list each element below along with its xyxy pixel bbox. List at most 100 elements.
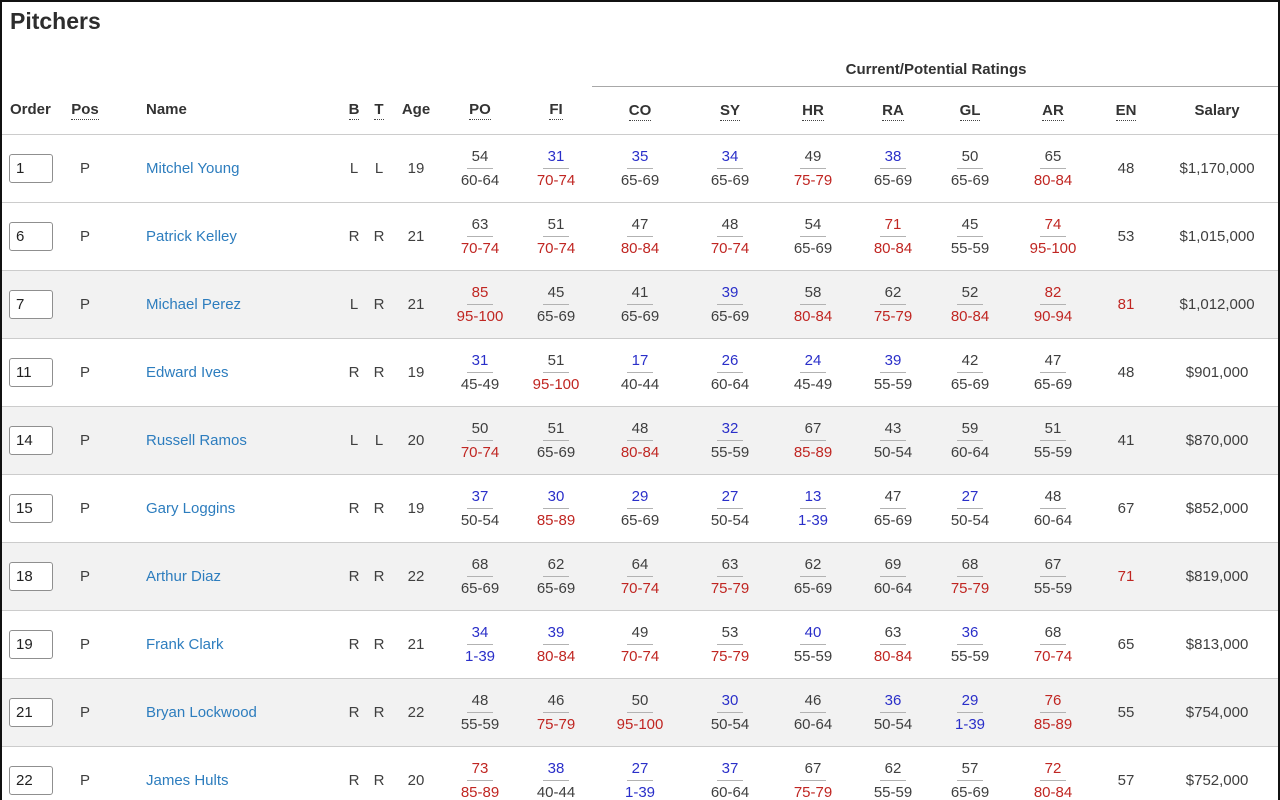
potential-rating: 50-54: [950, 511, 990, 529]
column-header-ar[interactable]: AR: [1008, 86, 1098, 134]
rating-cell-ar: 82 90-94: [1008, 270, 1098, 338]
current-rating: 69: [880, 555, 906, 577]
current-rating: 36: [880, 691, 906, 713]
bats-cell: L: [349, 295, 359, 313]
order-input[interactable]: [9, 493, 53, 523]
order-input[interactable]: [9, 425, 53, 455]
potential-rating: 85-89: [536, 511, 576, 529]
throws-cell: R: [373, 567, 385, 585]
order-input[interactable]: [9, 221, 53, 251]
potential-rating: 65-69: [793, 239, 833, 257]
endurance-cell: 53: [1117, 227, 1135, 245]
current-rating: 39: [880, 351, 906, 373]
column-header-t[interactable]: T: [366, 86, 392, 134]
potential-rating: 55-59: [950, 239, 990, 257]
column-header-label: Name: [146, 101, 187, 119]
current-rating: 27: [627, 759, 653, 781]
current-rating: 45: [957, 215, 983, 237]
salary-cell: $754,000: [1185, 703, 1249, 721]
potential-rating: 40-44: [536, 783, 576, 800]
current-rating: 27: [957, 487, 983, 509]
order-cell: [2, 746, 62, 800]
rating-cell-co: 48 80-84: [592, 406, 688, 474]
rating-cell-ra: 71 80-84: [854, 202, 932, 270]
potential-rating: 70-74: [710, 239, 750, 257]
potential-rating: 1-39: [954, 715, 986, 733]
order-cell: [2, 270, 62, 338]
order-input[interactable]: [9, 289, 53, 319]
order-input[interactable]: [9, 697, 53, 727]
order-input[interactable]: [9, 765, 53, 795]
current-rating: 54: [467, 147, 493, 169]
player-name-link[interactable]: Michael Perez: [146, 295, 242, 313]
potential-rating: 75-79: [793, 783, 833, 800]
rating-cell-gl: 59 60-64: [932, 406, 1008, 474]
column-header-gl[interactable]: GL: [932, 86, 1008, 134]
order-input[interactable]: [9, 629, 53, 659]
column-header-order: Order: [2, 86, 62, 134]
potential-rating: 65-69: [460, 579, 500, 597]
rating-cell-sy: 53 75-79: [688, 610, 772, 678]
order-input[interactable]: [9, 561, 53, 591]
column-header-ra[interactable]: RA: [854, 86, 932, 134]
player-name-link[interactable]: James Hults: [146, 771, 229, 789]
current-rating: 38: [543, 759, 569, 781]
column-header-pos[interactable]: Pos: [62, 86, 108, 134]
column-header-label: B: [348, 101, 360, 121]
current-rating: 48: [717, 215, 743, 237]
column-header-hr[interactable]: HR: [772, 86, 854, 134]
rating-cell-co: 29 65-69: [592, 474, 688, 542]
player-name-link[interactable]: Bryan Lockwood: [146, 703, 257, 721]
player-name-link[interactable]: Patrick Kelley: [146, 227, 237, 245]
current-rating: 47: [880, 487, 906, 509]
rating-cell-co: 49 70-74: [592, 610, 688, 678]
current-rating: 46: [543, 691, 569, 713]
current-rating: 53: [717, 623, 743, 645]
bats-cell: L: [349, 159, 359, 177]
column-header-b[interactable]: B: [342, 86, 366, 134]
current-rating: 67: [800, 419, 826, 441]
salary-cell: $1,170,000: [1179, 159, 1255, 177]
salary-cell: $901,000: [1185, 363, 1249, 381]
throws-cell: L: [374, 159, 384, 177]
order-input[interactable]: [9, 357, 53, 387]
player-name-link[interactable]: Russell Ramos: [146, 431, 247, 449]
player-name-link[interactable]: Gary Loggins: [146, 499, 236, 517]
position-cell: P: [79, 431, 90, 449]
endurance-cell: 81: [1117, 295, 1135, 313]
order-input[interactable]: [9, 153, 53, 183]
potential-rating: 95-100: [456, 307, 504, 325]
column-header-en[interactable]: EN: [1098, 86, 1154, 134]
potential-rating: 60-64: [460, 171, 500, 189]
player-name-link[interactable]: Frank Clark: [146, 635, 224, 653]
current-rating: 71: [880, 215, 906, 237]
order-cell: [2, 474, 62, 542]
rating-cell-co: 17 40-44: [592, 338, 688, 406]
rating-cell-sy: 37 60-64: [688, 746, 772, 800]
player-name-link[interactable]: Mitchel Young: [146, 159, 240, 177]
column-header-co[interactable]: CO: [592, 86, 688, 134]
rating-cell-ra: 69 60-64: [854, 542, 932, 610]
rating-cell-fi: 39 80-84: [520, 610, 592, 678]
player-name-link[interactable]: Edward Ives: [146, 363, 229, 381]
player-name-link[interactable]: Arthur Diaz: [146, 567, 222, 585]
potential-rating: 65-69: [710, 171, 750, 189]
bats-cell: L: [349, 431, 359, 449]
column-header-po[interactable]: PO: [440, 86, 520, 134]
potential-rating: 85-89: [1033, 715, 1073, 733]
position-cell: P: [79, 159, 90, 177]
column-header-fi[interactable]: FI: [520, 86, 592, 134]
age-cell: 21: [407, 635, 425, 653]
rating-cell-gl: 36 55-59: [932, 610, 1008, 678]
current-rating: 31: [467, 351, 493, 373]
potential-rating: 80-84: [950, 307, 990, 325]
rating-cell-hr: 46 60-64: [772, 678, 854, 746]
rating-cell-ar: 65 80-84: [1008, 134, 1098, 202]
column-header-sy[interactable]: SY: [688, 86, 772, 134]
throws-cell: R: [373, 295, 385, 313]
position-cell: P: [79, 567, 90, 585]
potential-rating: 60-64: [873, 579, 913, 597]
rating-cell-po: 63 70-74: [440, 202, 520, 270]
ratings-group-header-row: Current/Potential Ratings: [2, 42, 1278, 87]
rating-cell-hr: 67 85-89: [772, 406, 854, 474]
